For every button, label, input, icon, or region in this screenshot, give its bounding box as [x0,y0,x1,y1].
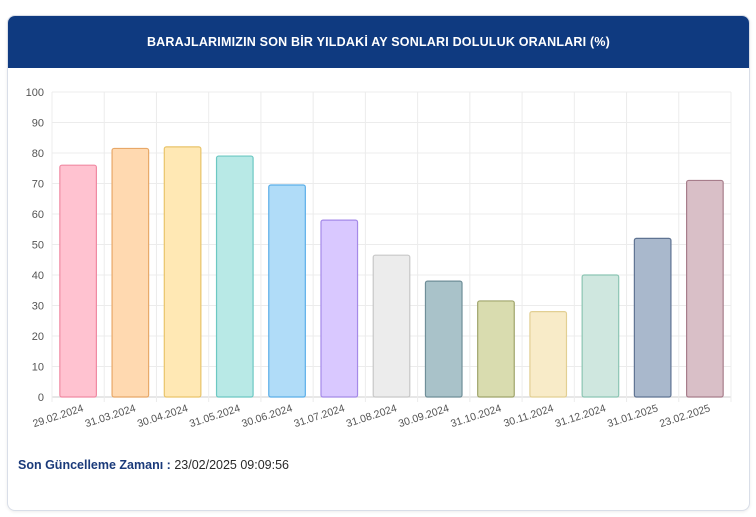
x-tick-label: 30.06.2024 [240,402,294,430]
y-tick-label: 30 [32,301,44,313]
bar-30.11.2024[interactable] [529,311,568,398]
chart-title: BARAJLARIMIZIN SON BİR YILDAKİ AY SONLAR… [8,16,749,68]
bar-31.05.2024[interactable] [215,155,254,398]
x-tick-label: 30.04.2024 [136,402,190,430]
x-tick-label: 29.02.2024 [31,402,85,430]
x-tick-label: 31.05.2024 [188,402,242,430]
y-tick-label: 90 [32,118,44,130]
bar-31.01.2025[interactable] [633,237,672,398]
y-tick-label: 50 [32,240,44,252]
x-tick-label: 31.12.2024 [554,402,608,430]
last-updated: Son Güncelleme Zamanı : 23/02/2025 09:09… [18,458,289,472]
bar-31.10.2024[interactable] [477,300,515,398]
x-tick-label: 31.08.2024 [345,402,399,430]
last-updated-value: 23/02/2025 09:09:56 [174,458,290,472]
x-tick-label: 31.03.2024 [84,402,138,430]
y-tick-label: 40 [32,270,44,282]
x-tick-label: 30.11.2024 [502,402,555,429]
bar-31.08.2024[interactable] [372,254,411,398]
bar-30.06.2024[interactable] [268,184,306,398]
bar-31.12.2024[interactable] [581,274,620,398]
x-tick-label: 23.02.2025 [658,402,712,430]
y-tick-label: 0 [38,392,44,404]
x-tick-label: 31.07.2024 [292,402,346,430]
y-tick-label: 70 [32,179,44,191]
bar-30.09.2024[interactable] [424,280,463,398]
y-tick-label: 20 [32,331,44,343]
bar-31.03.2024[interactable] [111,147,150,398]
x-tick-label: 31.10.2024 [449,402,503,430]
y-tick-label: 60 [32,209,44,221]
bar-30.04.2024[interactable] [163,146,202,398]
x-tick-label: 31.01.2025 [606,402,660,430]
bar-23.02.2025[interactable] [686,179,724,398]
y-tick-label: 10 [32,362,44,374]
x-tick-label: 30.09.2024 [397,402,451,430]
last-updated-label: Son Güncelleme Zamanı : [18,458,171,472]
y-tick-label: 100 [26,87,44,99]
y-tick-label: 80 [32,148,44,160]
bar-31.07.2024[interactable] [320,219,359,398]
bar-29.02.2024[interactable] [59,164,97,398]
